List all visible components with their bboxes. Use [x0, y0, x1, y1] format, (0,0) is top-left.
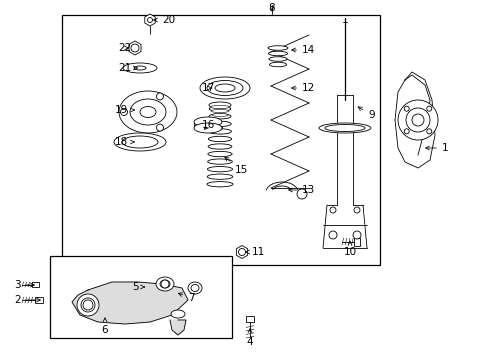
Circle shape	[156, 93, 163, 100]
Bar	[62, 15, 379, 265]
Ellipse shape	[194, 117, 222, 127]
Ellipse shape	[81, 298, 95, 312]
Ellipse shape	[215, 84, 235, 92]
Circle shape	[411, 114, 423, 126]
Ellipse shape	[77, 294, 99, 316]
Ellipse shape	[140, 107, 156, 117]
Ellipse shape	[130, 99, 165, 125]
Bar	[245, 316, 253, 322]
Circle shape	[404, 129, 408, 134]
Ellipse shape	[209, 105, 229, 108]
Text: 2: 2	[14, 295, 41, 305]
Ellipse shape	[194, 123, 222, 133]
Circle shape	[426, 106, 431, 111]
Circle shape	[238, 248, 245, 256]
Ellipse shape	[123, 63, 157, 73]
Circle shape	[296, 189, 306, 199]
Text: 7: 7	[178, 293, 194, 303]
Ellipse shape	[187, 282, 202, 294]
Text: 16: 16	[202, 120, 215, 130]
Text: 6: 6	[102, 318, 108, 335]
Text: 20: 20	[153, 15, 175, 25]
Ellipse shape	[325, 125, 364, 131]
Ellipse shape	[208, 121, 231, 126]
Ellipse shape	[207, 152, 232, 157]
Circle shape	[353, 207, 359, 213]
Ellipse shape	[119, 91, 177, 133]
Ellipse shape	[114, 133, 165, 151]
Text: 22: 22	[118, 43, 131, 53]
Circle shape	[352, 231, 360, 239]
Bar	[32, 282, 39, 287]
Ellipse shape	[208, 129, 231, 134]
Ellipse shape	[208, 114, 230, 119]
Ellipse shape	[207, 174, 232, 179]
Ellipse shape	[134, 66, 146, 70]
Text: 12: 12	[291, 83, 315, 93]
Circle shape	[147, 18, 152, 23]
Polygon shape	[72, 282, 187, 324]
Ellipse shape	[208, 136, 231, 141]
Ellipse shape	[207, 159, 232, 164]
Text: 11: 11	[245, 247, 264, 257]
Ellipse shape	[191, 284, 199, 292]
Ellipse shape	[209, 106, 230, 111]
Circle shape	[328, 231, 336, 239]
Bar	[50, 256, 231, 338]
Ellipse shape	[268, 57, 286, 61]
Ellipse shape	[206, 181, 232, 187]
Circle shape	[161, 280, 169, 288]
Text: 3: 3	[14, 280, 34, 290]
Text: 19: 19	[115, 105, 134, 115]
Circle shape	[83, 300, 93, 310]
Ellipse shape	[208, 144, 231, 149]
Ellipse shape	[210, 109, 228, 113]
Circle shape	[404, 106, 408, 111]
Ellipse shape	[160, 280, 170, 288]
Ellipse shape	[269, 62, 286, 67]
Circle shape	[120, 108, 127, 116]
Text: 4: 4	[246, 329, 253, 347]
Ellipse shape	[208, 102, 230, 108]
Text: 18: 18	[115, 137, 134, 147]
Text: 17: 17	[202, 83, 215, 93]
Ellipse shape	[156, 277, 174, 291]
Bar	[35, 297, 43, 303]
Ellipse shape	[207, 166, 232, 172]
Ellipse shape	[267, 46, 287, 50]
Ellipse shape	[318, 123, 370, 133]
Ellipse shape	[212, 113, 227, 117]
Text: 5: 5	[132, 282, 144, 292]
Circle shape	[397, 100, 437, 140]
Text: 8: 8	[268, 3, 275, 13]
Text: 21: 21	[118, 63, 137, 73]
Text: 13: 13	[288, 185, 315, 195]
Ellipse shape	[122, 136, 158, 148]
Ellipse shape	[268, 51, 287, 56]
Ellipse shape	[171, 310, 184, 318]
Polygon shape	[170, 320, 185, 335]
Circle shape	[426, 129, 431, 134]
Text: 1: 1	[425, 143, 447, 153]
Text: 15: 15	[224, 157, 248, 175]
Text: 9: 9	[357, 107, 374, 120]
Bar	[353, 238, 359, 246]
Circle shape	[405, 108, 429, 132]
Circle shape	[329, 207, 335, 213]
Circle shape	[131, 44, 139, 52]
Text: 14: 14	[291, 45, 315, 55]
Ellipse shape	[206, 81, 243, 95]
Text: 10: 10	[343, 241, 356, 257]
Ellipse shape	[200, 77, 249, 99]
Circle shape	[156, 124, 163, 131]
